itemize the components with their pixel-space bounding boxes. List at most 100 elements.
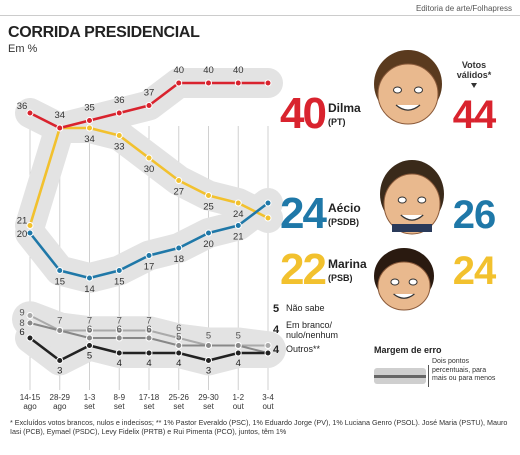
data-label-branco: 8 [19,318,24,329]
small-legend-label: nulo/nenhum [286,330,338,340]
data-label-marina: 21 [17,216,28,227]
valid-votes-label: Votos [462,60,486,70]
aecio-collar [392,224,432,232]
marina-caricature-eye-icon [390,278,400,286]
small-legend-label: Outros** [286,344,321,354]
x-tick-label: 17-18 [139,393,160,402]
data-label-outros: 4 [117,358,122,369]
dilma-caricature-eye-icon [414,86,423,94]
data-label-dilma: 40 [233,65,244,76]
data-label-marina: 33 [114,142,125,153]
data-label-marina: 34 [84,134,95,145]
data-point-aecio [56,267,64,274]
x-tick-label: 8-9 [113,393,125,402]
valid-votes-value: 26 [453,193,496,237]
data-point-naosabe [175,334,183,342]
data-point-aecio [86,274,93,282]
data-point-branco [175,342,183,349]
candidate-value: 40 [280,89,325,138]
data-point-naosabe [86,327,93,334]
margin-legend-line [374,375,426,378]
candidate-value: 22 [280,245,325,294]
data-point-marina [175,177,183,184]
x-tick-label: out [233,402,245,411]
x-tick-label: set [203,402,214,411]
x-tick-label: ago [53,402,67,411]
data-point-dilma [115,109,123,117]
data-label-naosabe: 9 [19,308,24,319]
aecio-caricature-eye-icon [397,196,407,204]
data-label-marina: 24 [233,209,244,220]
x-tick-label: 14-15 [20,393,41,402]
data-point-dilma [175,79,183,87]
data-label-outros: 5 [87,351,92,362]
data-point-aecio [264,199,272,207]
x-tick-label: set [84,402,95,411]
data-point-branco [86,334,93,342]
small-legend-value: 4 [273,324,280,336]
data-point-aecio [115,267,123,274]
data-point-branco [115,334,123,342]
data-point-naosabe [264,342,272,349]
candidate-party: (PSDB) [328,217,359,227]
data-point-aecio [26,229,34,237]
data-label-marina: 30 [144,164,155,175]
data-label-branco: 6 [87,324,92,335]
data-point-branco [26,319,34,327]
data-label-outros: 4 [176,358,181,369]
data-point-dilma [26,109,34,117]
data-point-marina [205,192,212,199]
data-point-outros [86,342,93,349]
dilma-caricature-eye-icon [393,86,402,94]
dilma-caricature-face [377,63,439,125]
data-label-aecio: 18 [173,254,184,265]
header-rule [0,15,520,16]
data-label-aecio: 14 [84,284,95,295]
small-legend-value: 4 [273,344,280,356]
data-label-outros: 3 [57,366,62,377]
data-point-dilma [264,79,272,87]
data-label-naosabe: 7 [146,316,151,327]
data-label-branco: 5 [176,332,181,343]
data-label-outros: 4 [236,358,241,369]
marina-caricature-eye-icon [408,278,418,286]
data-label-dilma: 37 [144,88,155,99]
data-label-dilma: 40 [173,65,184,76]
data-label-aecio: 21 [233,232,244,243]
data-point-aecio [145,252,153,259]
data-label-marina: 25 [203,202,214,213]
data-label-naosabe: 6 [176,323,181,334]
x-tick-label: 3-4 [262,393,274,402]
valid-votes-value: 24 [453,249,497,293]
data-label-outros: 3 [206,366,211,377]
candidate-value: 24 [280,189,327,238]
x-tick-label: 28-29 [50,393,71,402]
data-point-outros [175,349,183,357]
data-label-aecio: 17 [144,262,155,273]
data-point-dilma [145,102,153,109]
aecio-caricature-eye-icon [417,196,427,204]
data-point-marina [145,154,153,162]
x-tick-label: set [173,402,184,411]
data-point-naosabe [115,327,123,334]
x-tick-label: set [114,402,125,411]
marina-caricature-face [377,261,431,311]
data-point-naosabe [145,327,153,334]
data-label-dilma: 34 [54,110,65,121]
data-label-outros: 6 [19,327,24,338]
data-label-aecio: 15 [114,277,125,288]
data-label-dilma: 36 [17,101,28,112]
data-point-dilma [86,117,93,124]
aecio-caricature-mouth-icon [400,214,424,221]
data-point-marina [234,199,242,207]
data-label-naosabe: 7 [87,316,92,327]
data-point-outros [115,349,123,357]
x-tick-label: set [144,402,155,411]
valid-votes-label: válidos* [457,70,492,80]
data-point-aecio [205,229,212,237]
data-point-outros [26,334,34,342]
x-tick-label: ago [23,402,37,411]
data-point-outros [205,357,212,364]
data-label-marina: 27 [173,187,184,198]
data-point-dilma [205,79,212,87]
